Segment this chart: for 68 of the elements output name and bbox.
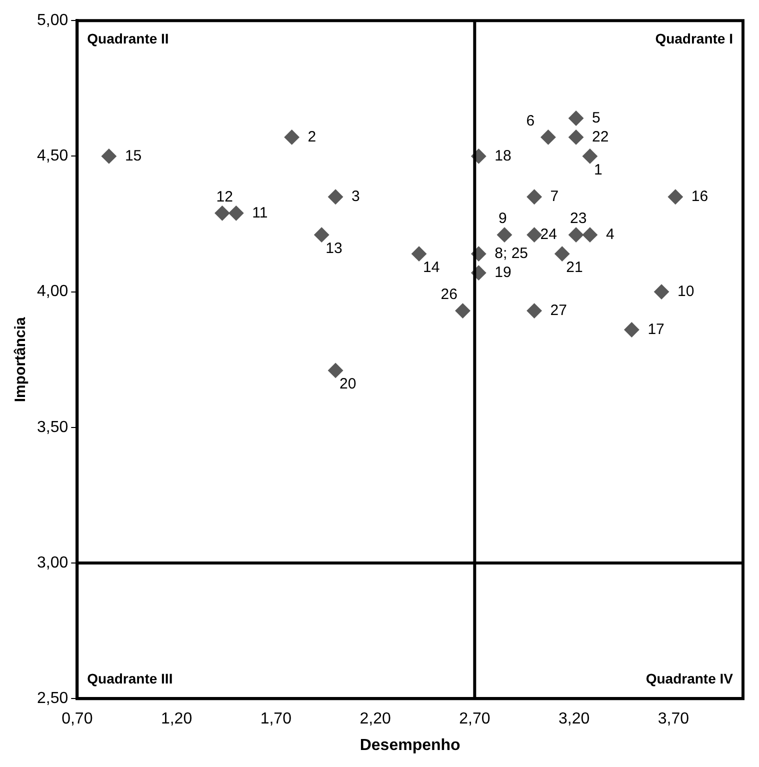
annotation: 22 <box>592 128 609 146</box>
x-tick-label: 0,70 <box>62 710 93 728</box>
point <box>526 303 542 318</box>
annotation: 10 <box>678 282 694 300</box>
x-tick-label: 2,70 <box>459 710 490 728</box>
annotation: 9 <box>498 210 507 227</box>
point <box>228 206 244 221</box>
x-tick-label: 1,70 <box>260 710 292 728</box>
annotation: 27 <box>550 302 567 319</box>
point <box>526 189 542 204</box>
annotation: Quadrante IV <box>646 670 734 686</box>
y-tick-label: 5,00 <box>37 12 68 30</box>
point <box>568 130 584 145</box>
annotation: 24 <box>540 226 557 243</box>
point <box>328 362 344 378</box>
point <box>526 227 542 242</box>
y-tick-label: 2,50 <box>37 690 68 708</box>
x-tick-label: 3,20 <box>558 710 590 728</box>
annotation: 13 <box>326 240 342 257</box>
annotation: 20 <box>340 376 356 393</box>
point <box>496 227 512 242</box>
annotation: 21 <box>566 258 583 276</box>
point <box>582 148 598 164</box>
annotation: 11 <box>252 204 268 222</box>
x-axis-title: Desempenho <box>360 736 461 754</box>
annotation: 12 <box>216 188 233 206</box>
annotation: 4 <box>606 226 614 243</box>
point <box>624 322 640 338</box>
x-tick-label: 3,70 <box>658 710 690 728</box>
point <box>455 303 470 318</box>
annotation: 23 <box>570 210 587 227</box>
y-axis-title: Importância <box>12 316 30 402</box>
annotation: 6 <box>526 112 535 130</box>
annotation: Quadrante I <box>655 30 733 46</box>
point <box>568 227 584 242</box>
y-tick-label: 3,50 <box>37 418 68 436</box>
point <box>554 246 570 262</box>
annotation: 15 <box>124 147 142 164</box>
annotation: 26 <box>440 286 458 303</box>
y-tick-label: 4,50 <box>37 148 68 165</box>
point <box>314 227 330 242</box>
annotation: 2 <box>308 128 316 146</box>
annotation: 8; 25 <box>494 244 528 262</box>
x-tick-label: 1,20 <box>160 710 192 728</box>
annotation: 5 <box>592 109 600 126</box>
annotation: 1 <box>594 161 602 178</box>
annotation: 3 <box>352 188 360 206</box>
point <box>568 110 584 126</box>
annotation: Quadrante II <box>87 30 169 46</box>
annotation: Quadrante III <box>87 670 173 686</box>
annotation: 14 <box>423 258 440 276</box>
y-tick-label: 4,00 <box>37 283 68 300</box>
point <box>284 130 300 145</box>
point <box>582 227 598 242</box>
annotation: 7 <box>550 188 559 206</box>
point <box>654 284 670 300</box>
point <box>412 246 427 262</box>
point <box>214 206 230 221</box>
point <box>328 189 344 204</box>
annotation: 19 <box>494 264 512 281</box>
point <box>540 130 556 145</box>
annotation: 16 <box>691 188 708 206</box>
point <box>101 148 116 164</box>
x-tick-label: 2,20 <box>360 710 391 728</box>
annotation: 18 <box>494 147 512 164</box>
point <box>668 189 683 204</box>
annotation: 17 <box>648 320 664 338</box>
y-tick-label: 3,00 <box>37 554 68 572</box>
